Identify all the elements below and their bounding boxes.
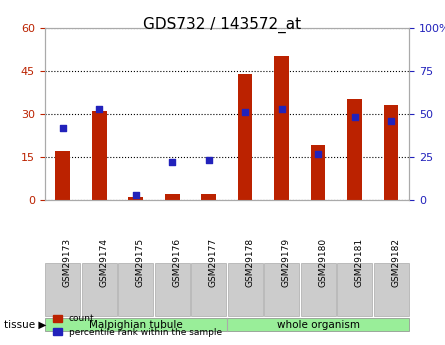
Text: GSM29177: GSM29177 bbox=[209, 238, 218, 287]
Point bbox=[169, 159, 176, 165]
Point bbox=[278, 106, 285, 111]
Point bbox=[351, 115, 358, 120]
Point bbox=[388, 118, 395, 124]
Bar bbox=[275, 56, 289, 200]
Text: tissue ▶: tissue ▶ bbox=[4, 320, 47, 329]
Point bbox=[96, 106, 103, 111]
Text: GSM29181: GSM29181 bbox=[355, 238, 364, 287]
Text: GDS732 / 143572_at: GDS732 / 143572_at bbox=[143, 17, 302, 33]
Point bbox=[59, 125, 66, 130]
Bar bbox=[238, 73, 252, 200]
Legend: count, percentile rank within the sample: count, percentile rank within the sample bbox=[49, 311, 226, 341]
Bar bbox=[56, 151, 70, 200]
Bar bbox=[202, 194, 216, 200]
Bar bbox=[165, 194, 179, 200]
Bar bbox=[92, 111, 106, 200]
Point bbox=[315, 151, 322, 156]
Text: Malpighian tubule: Malpighian tubule bbox=[89, 320, 182, 329]
Bar bbox=[348, 99, 362, 200]
Bar bbox=[129, 197, 143, 200]
Point bbox=[132, 192, 139, 198]
Text: GSM29182: GSM29182 bbox=[391, 238, 400, 287]
Text: whole organism: whole organism bbox=[277, 320, 360, 329]
Text: GSM29180: GSM29180 bbox=[318, 238, 327, 287]
Point bbox=[205, 158, 212, 163]
Text: GSM29176: GSM29176 bbox=[172, 238, 181, 287]
Bar bbox=[384, 105, 398, 200]
Text: GSM29175: GSM29175 bbox=[136, 238, 145, 287]
Bar bbox=[311, 146, 325, 200]
Text: GSM29174: GSM29174 bbox=[99, 238, 108, 287]
Text: GSM29173: GSM29173 bbox=[63, 238, 72, 287]
Text: GSM29179: GSM29179 bbox=[282, 238, 291, 287]
Point bbox=[242, 109, 249, 115]
Text: GSM29178: GSM29178 bbox=[245, 238, 254, 287]
